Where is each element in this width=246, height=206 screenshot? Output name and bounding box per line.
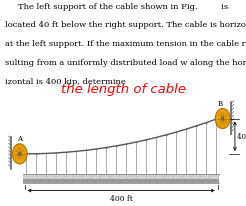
Circle shape [18, 152, 21, 156]
Text: izontal is 400 kip, determine: izontal is 400 kip, determine [5, 78, 126, 86]
Bar [23, 179, 219, 183]
Text: The left support of the cable shown in Fig.         is: The left support of the cable shown in F… [18, 3, 228, 11]
Text: sulting from a uniformly distributed load w along the hor-: sulting from a uniformly distributed loa… [5, 59, 246, 67]
Text: located 40 ft below the right support. The cable is horizontal: located 40 ft below the right support. T… [5, 21, 246, 29]
Circle shape [12, 144, 27, 164]
Text: at the left support. If the maximum tension in the cable re-: at the left support. If the maximum tens… [5, 40, 246, 48]
Text: A: A [17, 135, 22, 142]
Circle shape [221, 117, 224, 121]
Text: 400 ft: 400 ft [110, 194, 133, 202]
Circle shape [215, 109, 230, 129]
Text: 40 ft: 40 ft [237, 132, 246, 140]
Text: B: B [218, 100, 223, 108]
Bar [23, 174, 219, 179]
Text: the length of cable: the length of cable [61, 83, 185, 96]
